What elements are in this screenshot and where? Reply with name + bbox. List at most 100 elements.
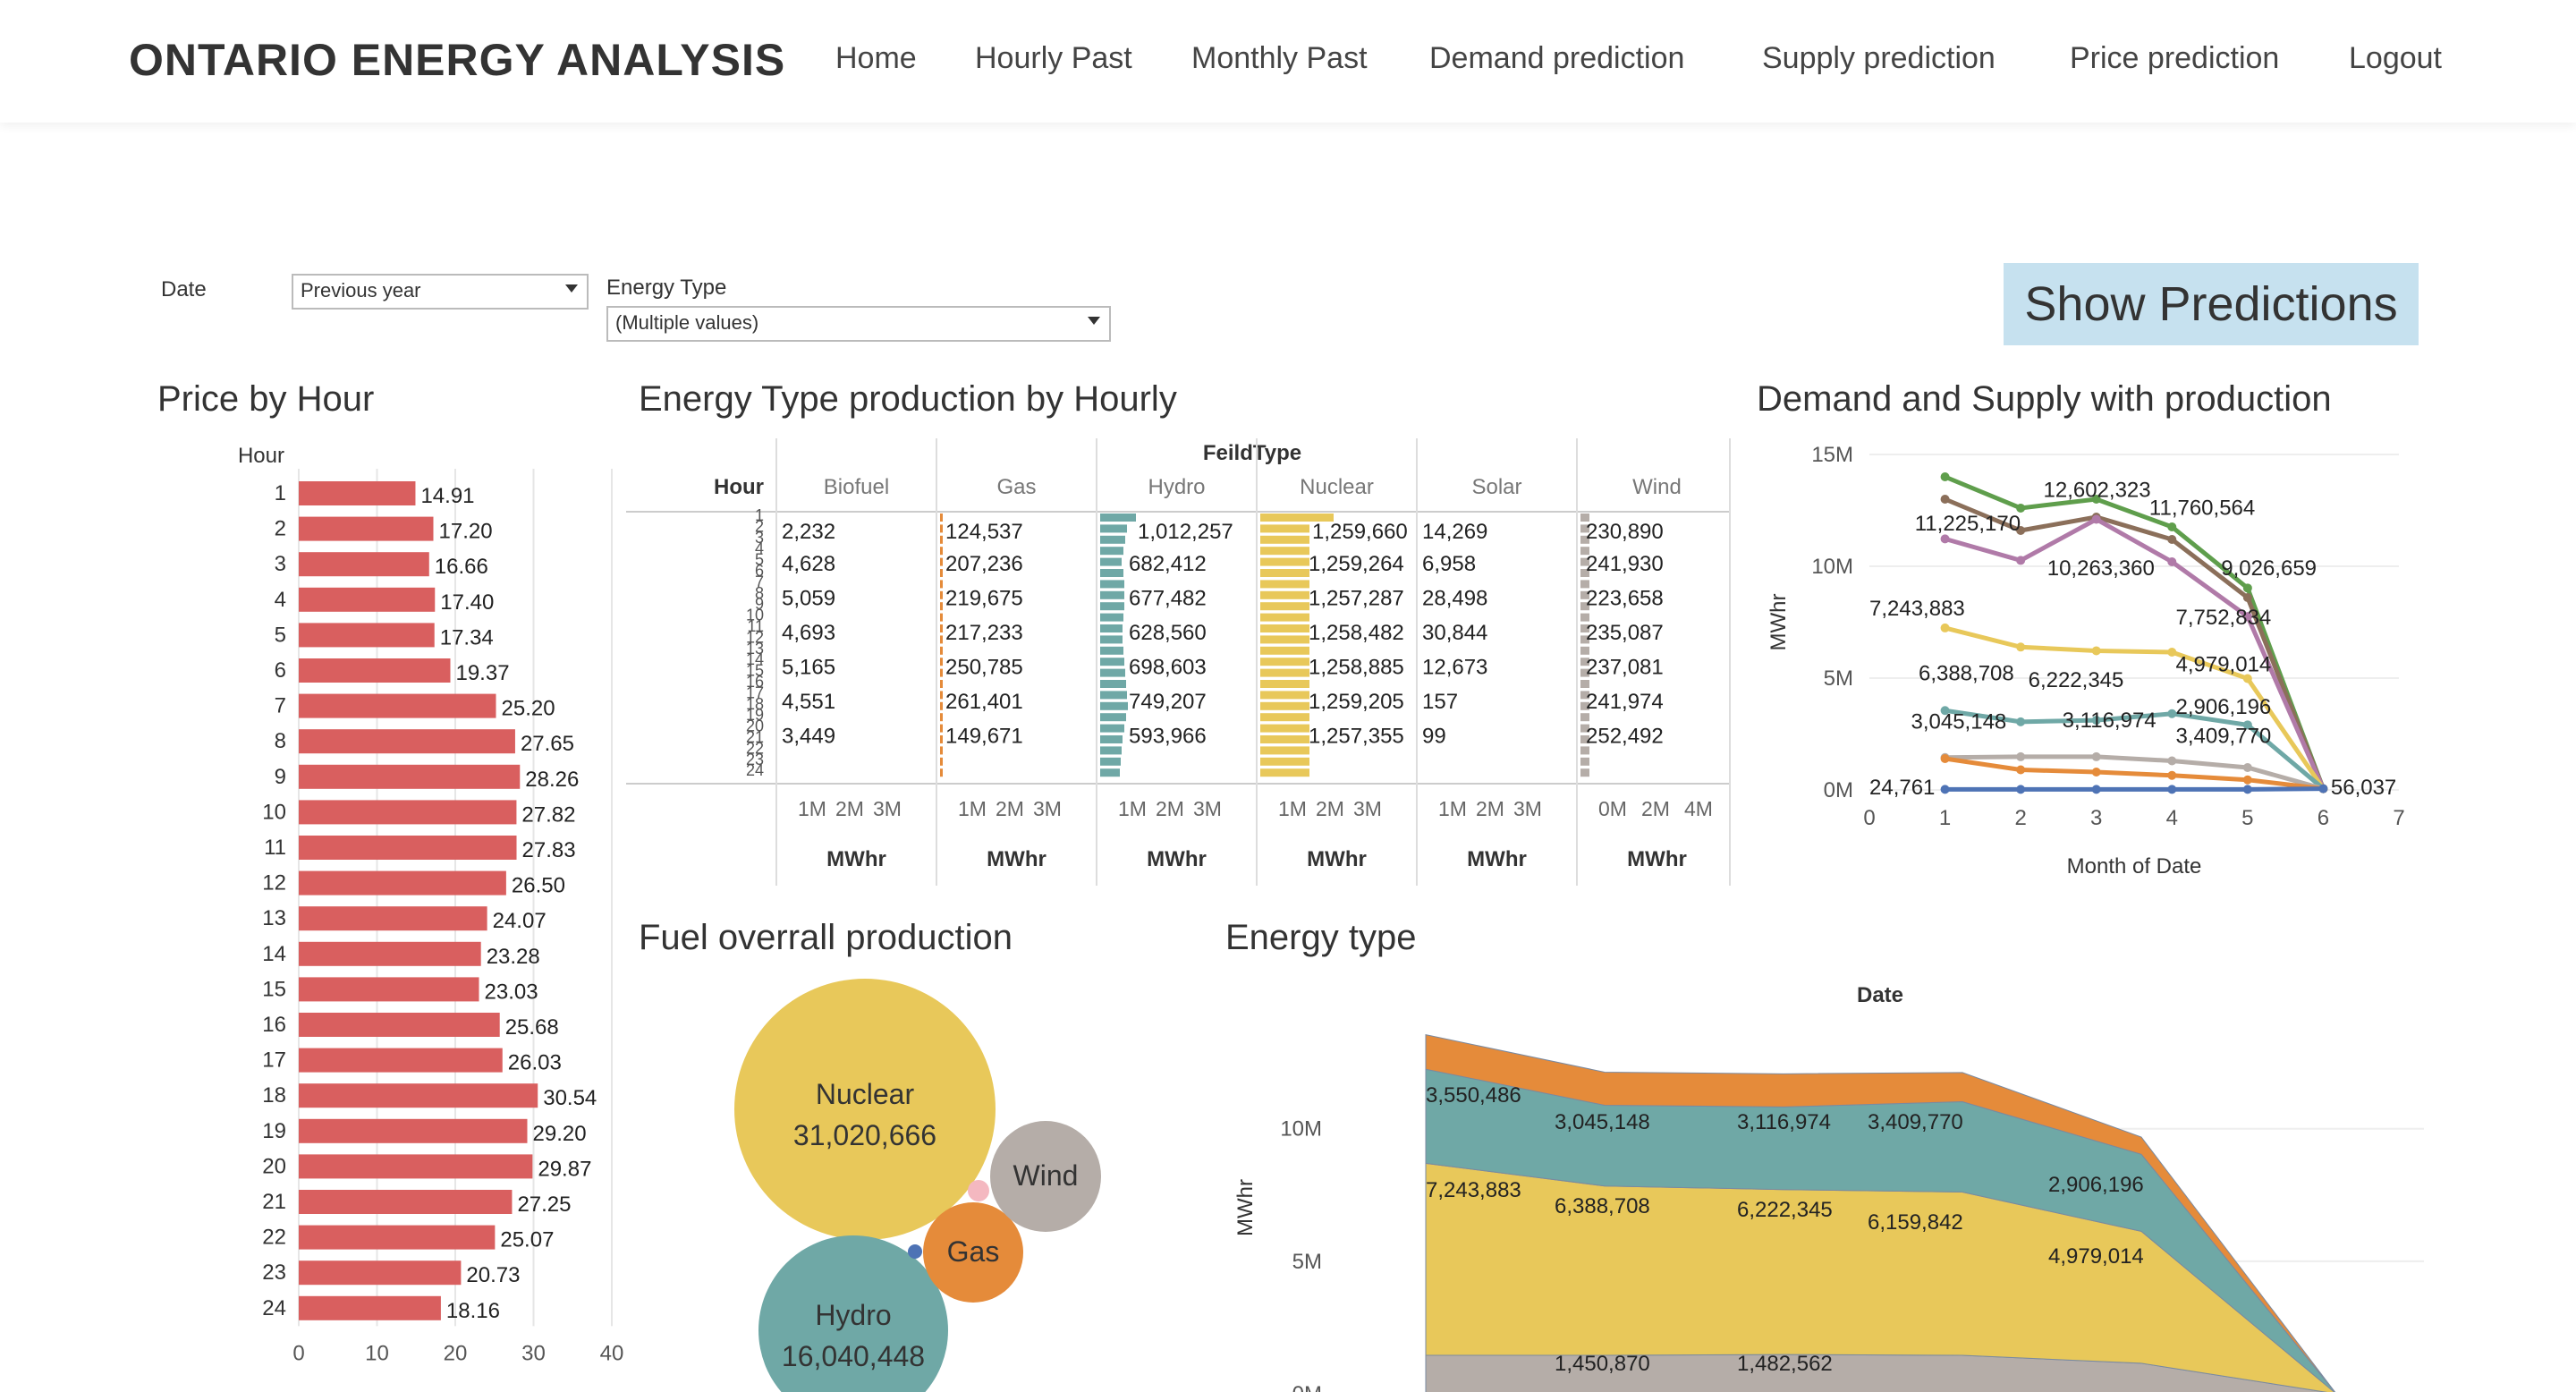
series-point xyxy=(1940,754,1950,763)
series-point xyxy=(2091,514,2101,524)
area-value-label: 6,388,708 xyxy=(1555,1194,1650,1218)
bubble-label: Wind xyxy=(1013,1159,1079,1192)
area-value-label: 3,550,486 xyxy=(1426,1083,1521,1108)
production-bar xyxy=(1260,680,1309,688)
bubble-biofuel xyxy=(908,1244,922,1259)
column-header: Gas xyxy=(996,475,1036,499)
production-bar xyxy=(1260,757,1309,766)
y-tick-label: 10M xyxy=(1811,555,1853,579)
production-value-label: 241,974 xyxy=(1586,690,1664,714)
production-bar xyxy=(1580,701,1589,710)
production-value-label: 1,259,205 xyxy=(1309,690,1404,714)
production-bar xyxy=(1100,691,1127,700)
x-tick-label: 3M xyxy=(1033,797,1062,820)
series-point xyxy=(2242,593,2252,602)
hour-label: 17 xyxy=(746,683,764,701)
production-value-label: 5,165 xyxy=(782,656,835,680)
nav-monthly-past[interactable]: Monthly Past xyxy=(1191,41,1368,75)
series-point xyxy=(2091,646,2101,656)
price-value-label: 19.37 xyxy=(455,661,509,685)
price-value-label: 29.87 xyxy=(538,1157,591,1181)
series-point xyxy=(2016,526,2026,535)
series-line xyxy=(1944,625,2326,791)
production-value-label: 149,671 xyxy=(945,725,1023,749)
brand-title[interactable]: ONTARIO ENERGY ANALYSIS xyxy=(129,35,786,85)
nav-supply-prediction[interactable]: Supply prediction xyxy=(1762,41,1996,75)
series-point xyxy=(2242,674,2252,683)
y-tick-label: 5M xyxy=(1824,666,1853,691)
data-annotation: 6,388,708 xyxy=(1919,662,2014,686)
production-bar xyxy=(1100,680,1126,688)
hour-label: 20 xyxy=(746,717,764,735)
production-bar xyxy=(1100,701,1128,710)
hour-label: 10 xyxy=(262,800,286,824)
show-predictions-button[interactable]: Show Predictions xyxy=(2004,263,2419,345)
x-tick-label: 1M xyxy=(1438,797,1467,820)
y-tick-label: 15M xyxy=(1811,443,1853,467)
y-axis-label: MWhr xyxy=(1233,1179,1258,1236)
x-tick-label: 3M xyxy=(1353,797,1382,820)
data-annotation: 3,116,974 xyxy=(2063,709,2157,733)
x-axis-label: MWhr xyxy=(1627,847,1687,871)
series-line xyxy=(1944,497,2326,790)
price-bar xyxy=(299,870,506,895)
production-value-label: 682,412 xyxy=(1129,552,1207,576)
production-bar xyxy=(940,680,943,688)
area-value-label: 3,045,148 xyxy=(1555,1110,1650,1134)
hour-label: 13 xyxy=(746,640,764,658)
production-value-label: 628,560 xyxy=(1129,621,1207,645)
nav-demand-prediction[interactable]: Demand prediction xyxy=(1429,41,1685,75)
fuel-overall-title: Fuel overrall production xyxy=(639,918,1013,957)
series-line xyxy=(1944,474,2326,790)
hour-label: 15 xyxy=(262,977,286,1001)
nav-logout[interactable]: Logout xyxy=(2349,41,2442,75)
hour-label: 11 xyxy=(747,617,764,635)
production-bar xyxy=(940,535,943,544)
demand-supply-chart: 0M 5M 10M 15M 0 1 2 3 4 5 6 7 MWhr Month of Date 12,60… xyxy=(1767,443,2405,878)
production-bar xyxy=(1580,514,1589,522)
x-tick-label: 0 xyxy=(1863,806,1875,830)
production-bar xyxy=(1100,514,1136,522)
nav-home[interactable]: Home xyxy=(835,41,917,75)
series-point xyxy=(1940,623,1950,632)
date-filter-dropdown[interactable]: Previous year xyxy=(292,274,589,310)
production-bar xyxy=(1100,757,1121,766)
price-bar xyxy=(299,481,416,505)
x-tick-label: 2M xyxy=(1156,797,1184,820)
data-annotation: 10,263,360 xyxy=(2047,556,2155,581)
x-tick-label: 6 xyxy=(2318,806,2329,830)
production-bar xyxy=(1100,602,1124,611)
production-bar xyxy=(1580,757,1589,766)
x-tick-label: 0M xyxy=(1598,797,1627,820)
price-value-label: 26.03 xyxy=(508,1051,562,1075)
production-bar xyxy=(1260,602,1309,611)
series-point xyxy=(2167,535,2177,544)
production-value-label: 217,233 xyxy=(945,621,1023,645)
nav-hourly-past[interactable]: Hourly Past xyxy=(975,41,1132,75)
area-value-label: 3,116,974 xyxy=(1737,1110,1831,1134)
production-bar xyxy=(940,757,943,766)
production-bar xyxy=(1260,646,1309,655)
series-point xyxy=(2016,503,2026,513)
production-bar xyxy=(1100,569,1123,577)
production-bar xyxy=(1580,613,1589,622)
series-point xyxy=(2167,756,2177,766)
hour-label: 18 xyxy=(746,695,764,713)
price-value-label: 27.25 xyxy=(517,1193,571,1217)
production-bar xyxy=(1260,635,1309,644)
production-bar xyxy=(1580,635,1589,644)
date-filter-value: Previous year xyxy=(301,279,421,301)
hour-label: 21 xyxy=(746,728,764,746)
energy-type-area-chart: Date MWhr 0M 5M 10M 3,550,486 3,045,148 3,116,9… xyxy=(1233,983,2424,1392)
nav-price-prediction[interactable]: Price prediction xyxy=(2070,41,2280,75)
production-bar xyxy=(1260,535,1309,544)
column-header: Wind xyxy=(1632,475,1682,499)
series-point xyxy=(1940,472,1950,481)
production-bar xyxy=(1100,746,1122,755)
hour-label: 23 xyxy=(262,1260,286,1285)
energy-type-filter-dropdown[interactable]: (Multiple values) xyxy=(606,306,1111,342)
x-tick-label: 1M xyxy=(1278,797,1307,820)
price-value-label: 23.03 xyxy=(485,980,538,1004)
y-tick-label: 5M xyxy=(1292,1250,1322,1274)
hour-label: 13 xyxy=(262,906,286,930)
